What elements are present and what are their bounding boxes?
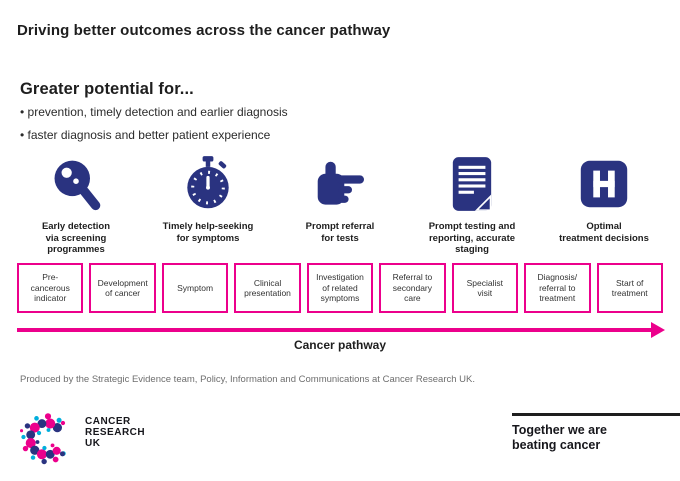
pathway-stage-box: Symptom [161, 263, 229, 313]
pathway-stage-box: Development of cancer [89, 263, 156, 313]
tagline-together-we-are: Together we are beating cancer [512, 413, 680, 453]
magnifier-screening-icon [48, 154, 104, 214]
outcome-prompt-testing: Prompt testing and reporting, accurate s… [406, 154, 538, 256]
outcome-label: Optimal treatment decisions [559, 221, 649, 244]
pathway-stage-box: Diagnosis/ referral to treatment [524, 263, 591, 313]
outcome-label: Prompt referral for tests [305, 221, 375, 244]
pathway-stage-box: Pre- cancerous indicator [17, 263, 84, 313]
bullet-faster-diagnosis: • faster diagnosis and better patient ex… [20, 128, 271, 142]
pathway-arrow [17, 322, 665, 338]
cruk-dotted-c-icon [20, 413, 66, 465]
pathway-arrow-head-icon [651, 322, 665, 338]
cruk-logo-wordmark: CANCER RESEARCH UK [85, 402, 145, 472]
report-document-icon [449, 154, 495, 214]
pathway-stage-box: Clinical presentation [234, 263, 301, 313]
page-title: Driving better outcomes across the cance… [17, 22, 391, 39]
outcome-timely-help: Timely help-seeking for symptoms [142, 154, 274, 256]
outcome-early-detection: Early detection via screening programmes [10, 154, 142, 256]
logo-line-research: RESEARCH [85, 427, 146, 438]
potential-heading: Greater potential for... [20, 80, 194, 98]
potential-section: Greater potential for... • prevention, t… [20, 80, 288, 145]
outcomes-row: Early detection via screening programmes… [10, 154, 670, 256]
outcome-label: Prompt testing and reporting, accurate s… [428, 221, 516, 255]
stopwatch-icon [181, 154, 235, 214]
pointing-hand-icon [312, 154, 368, 214]
cruk-logo: CANCER RESEARCH UK [20, 402, 145, 472]
pathway-arrow-label: Cancer pathway [293, 338, 387, 352]
pathway-stage-box: Investigation of related symptoms [306, 263, 374, 313]
outcome-label: Early detection via screening programmes [41, 221, 111, 255]
outcome-label: Timely help-seeking for symptoms [162, 221, 254, 244]
pathway-arrow-line [17, 328, 651, 332]
bullet-prevention: • prevention, timely detection and earli… [20, 105, 288, 119]
outcome-optimal-treatment: Optimal treatment decisions [538, 154, 670, 256]
pathway-stage-box: Specialist visit [451, 263, 519, 313]
hospital-sign-icon [579, 154, 629, 214]
outcome-prompt-referral: Prompt referral for tests [274, 154, 406, 256]
attribution-text: Produced by the Strategic Evidence team,… [20, 374, 475, 385]
logo-line-uk: UK [85, 438, 101, 449]
pathway-stage-box: Start of treatment [596, 263, 663, 313]
pathway-stages-row: Pre- cancerous indicator Development of … [17, 263, 663, 313]
pathway-stage-box: Referral to secondary care [379, 263, 446, 313]
logo-line-cancer: CANCER [85, 416, 131, 427]
